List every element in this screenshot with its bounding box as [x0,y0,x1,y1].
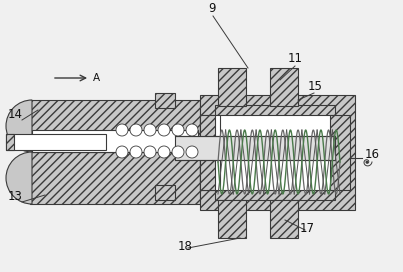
Circle shape [172,124,184,136]
Text: 9: 9 [208,2,216,15]
Bar [30,152,200,204]
Bar [175,136,335,160]
Text: 14: 14 [8,108,23,121]
Bar [200,115,220,190]
Circle shape [186,146,198,158]
Text: 18: 18 [178,240,193,253]
Bar [218,200,246,238]
Circle shape [144,146,156,158]
Circle shape [144,124,156,136]
Bar [270,68,298,106]
Wedge shape [6,100,32,152]
Bar [215,105,335,120]
Bar [155,185,175,200]
Circle shape [158,124,170,136]
Bar [215,115,335,190]
Circle shape [130,146,142,158]
Bar [270,200,298,238]
Wedge shape [6,152,32,204]
Circle shape [116,124,128,136]
Text: 15: 15 [308,80,323,93]
Bar [200,95,355,210]
Circle shape [116,146,128,158]
Bar [6,134,106,150]
Circle shape [172,146,184,158]
Bar [215,185,335,200]
Text: 17: 17 [300,222,315,235]
Text: 13: 13 [8,190,23,203]
Text: 16: 16 [365,148,380,161]
Bar [32,130,198,152]
Bar [30,100,200,152]
Circle shape [186,124,198,136]
Text: A: A [93,73,100,83]
Circle shape [158,146,170,158]
Bar [155,93,175,108]
Circle shape [130,124,142,136]
Bar [6,134,14,150]
Bar [200,115,215,190]
Bar [330,115,350,190]
Bar [218,68,246,106]
Text: 11: 11 [288,52,303,65]
